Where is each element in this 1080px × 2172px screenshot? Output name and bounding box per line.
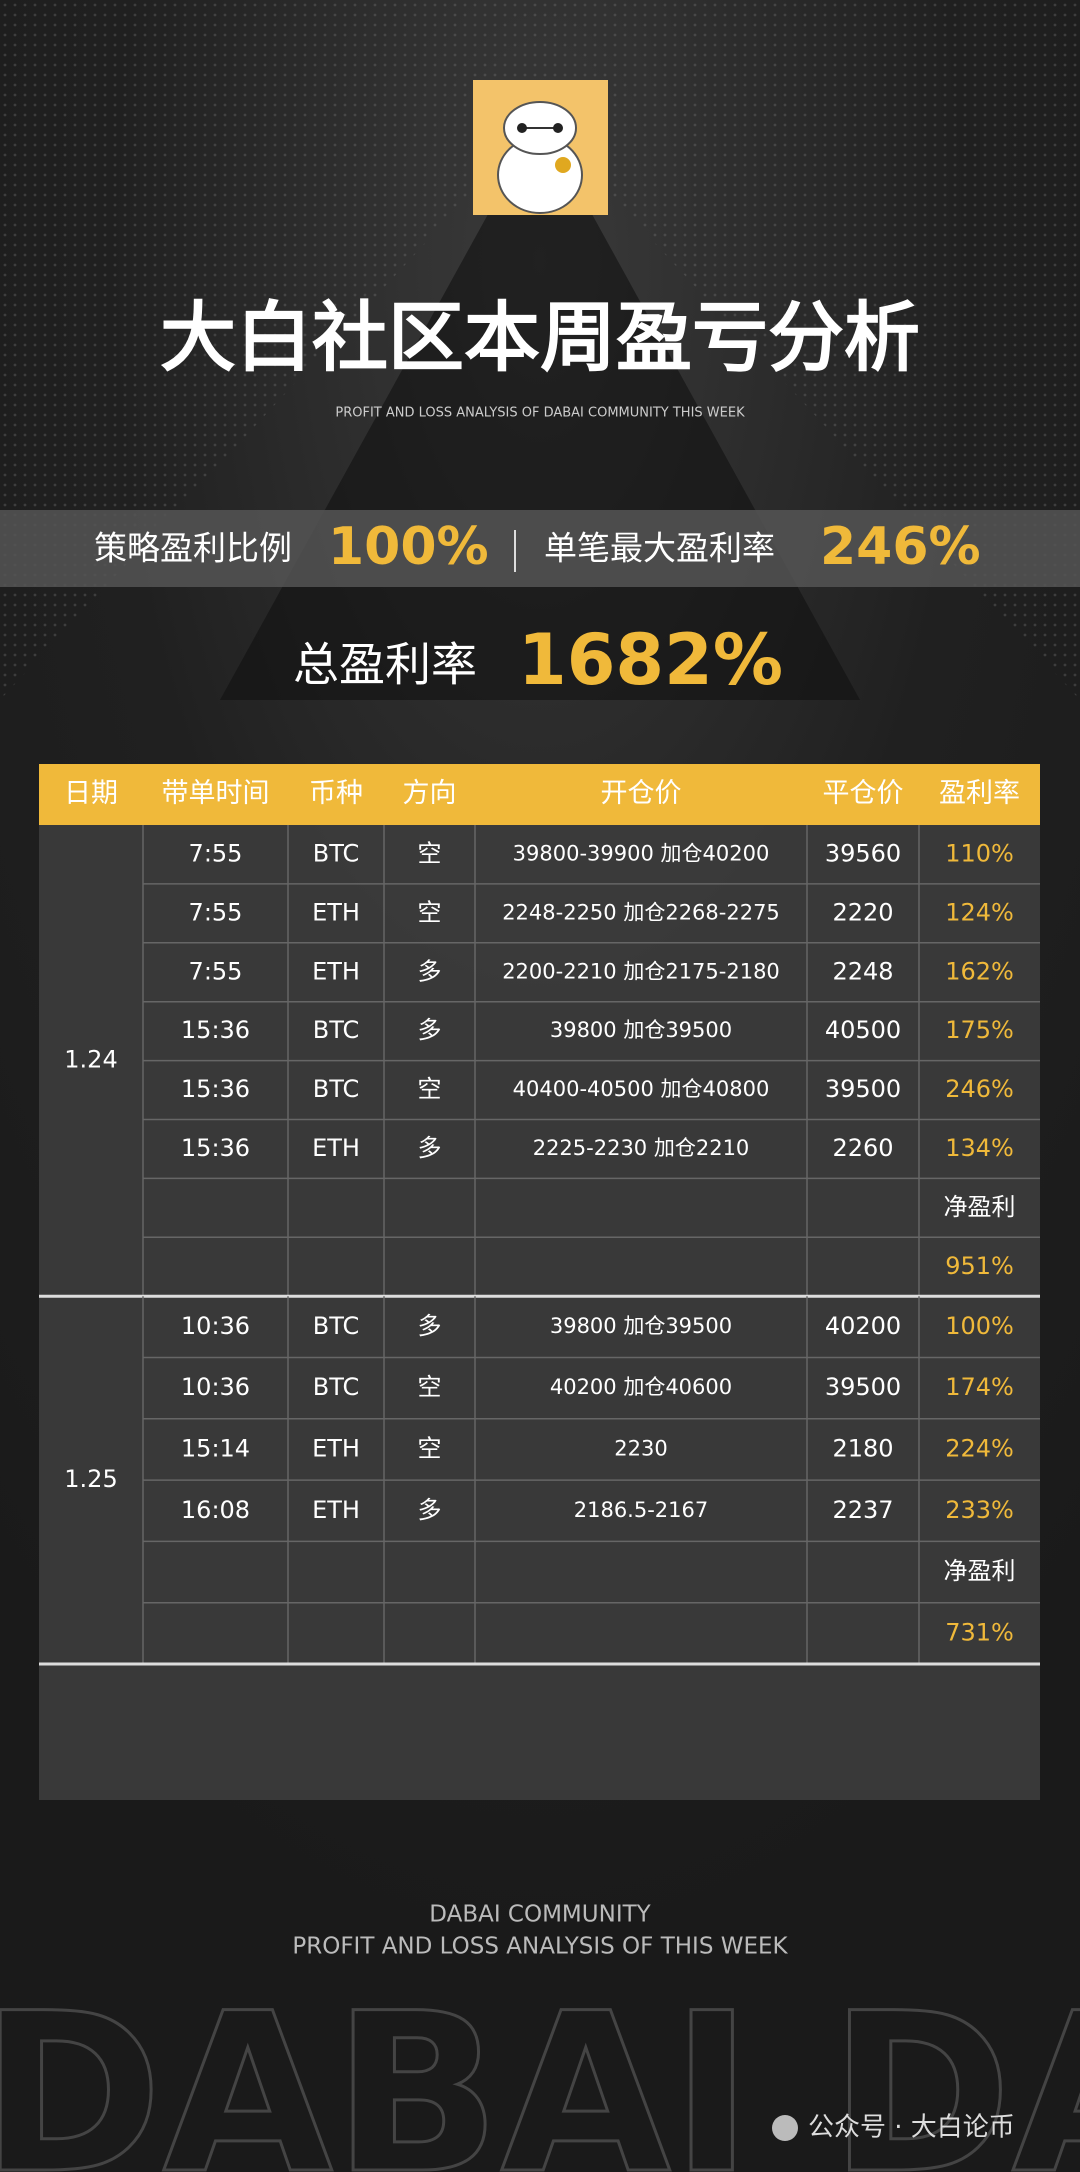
cell: 10:36 xyxy=(181,1312,250,1340)
column-header: 币种 xyxy=(309,778,363,809)
cell: 39800 加仓39500 xyxy=(550,1018,732,1042)
cell: 10:36 xyxy=(181,1373,250,1401)
cell: 40500 xyxy=(825,1016,901,1044)
total-value: 1682% xyxy=(518,619,783,701)
cell: ETH xyxy=(312,898,360,926)
cell: 162% xyxy=(945,957,1014,985)
total-label: 总盈利率 xyxy=(293,638,477,692)
cell: 15:36 xyxy=(181,1016,250,1044)
cell: BTC xyxy=(313,1075,359,1103)
cell: 2248 xyxy=(832,957,893,985)
cell: 2225-2230 加仓2210 xyxy=(533,1136,750,1160)
cell: 2186.5-2167 xyxy=(574,1498,709,1522)
column-header: 方向 xyxy=(403,778,457,809)
stat-label: 策略盈利比例 xyxy=(94,529,292,568)
title: 大白社区本周盈亏分析 xyxy=(160,293,920,382)
summary-value: 731% xyxy=(945,1618,1014,1646)
cell: 2220 xyxy=(832,898,893,926)
cell: 40400-40500 加仓40800 xyxy=(513,1077,770,1101)
table: 日期 带单时间 币种 方向 开仓价 平仓价 盈利率 1.24 7:55 BTC 空 39800-399… xyxy=(39,764,1040,1800)
cell: 40200 加仓40600 xyxy=(550,1375,732,1399)
cell: 100% xyxy=(945,1312,1014,1340)
cell: 多 xyxy=(418,1016,442,1044)
cell: 7:55 xyxy=(189,898,243,926)
cell: 2180 xyxy=(832,1434,893,1462)
cell: 2200-2210 加仓2175-2180 xyxy=(502,959,780,983)
cell: 2248-2250 加仓2268-2275 xyxy=(502,900,780,924)
cell: 174% xyxy=(945,1373,1014,1401)
column-header: 开仓价 xyxy=(601,778,682,809)
summary-label: 净盈利 xyxy=(944,1557,1016,1585)
cell: 2260 xyxy=(832,1134,893,1162)
cell: 40200 xyxy=(825,1312,901,1340)
cell: 多 xyxy=(418,1496,442,1524)
cell: 246% xyxy=(945,1075,1014,1103)
stat-label: 单笔最大盈利率 xyxy=(544,529,775,568)
cell: 39800 加仓39500 xyxy=(550,1314,732,1338)
cell: 39500 xyxy=(825,1373,901,1401)
cell: 15:36 xyxy=(181,1075,250,1103)
date-cell: 1.24 xyxy=(64,1046,117,1074)
cell: 175% xyxy=(945,1016,1014,1044)
column-header: 带单时间 xyxy=(162,778,270,809)
cell: BTC xyxy=(313,1016,359,1044)
cell: 空 xyxy=(418,898,442,926)
cell: 多 xyxy=(418,957,442,985)
dot-pattern xyxy=(0,0,1080,700)
summary-label: 净盈利 xyxy=(944,1193,1016,1221)
cell: 2230 xyxy=(614,1436,667,1460)
footer-line: DABAI COMMUNITY xyxy=(429,1902,651,1928)
subtitle: PROFIT AND LOSS ANALYSIS OF DABAI COMMUN… xyxy=(335,406,745,421)
cell: 空 xyxy=(418,1075,442,1103)
cell: 2237 xyxy=(832,1496,893,1524)
cell: 7:55 xyxy=(189,957,243,985)
wechat-icon xyxy=(772,2115,798,2141)
cell: ETH xyxy=(312,1134,360,1162)
cell: 空 xyxy=(418,839,442,867)
cell: 多 xyxy=(418,1134,442,1162)
account: 公众号 · 大白论币 xyxy=(808,2113,1015,2143)
cell: BTC xyxy=(313,839,359,867)
column-header: 盈利率 xyxy=(939,778,1020,809)
cell: ETH xyxy=(312,1434,360,1462)
watermark: DABAI DABAI xyxy=(0,1966,1080,2172)
cell: 134% xyxy=(945,1134,1014,1162)
cell: 124% xyxy=(945,898,1014,926)
stat-value: 100% xyxy=(328,517,489,577)
stats-band xyxy=(0,510,1080,587)
cell: 16:08 xyxy=(181,1496,250,1524)
column-header: 平仓价 xyxy=(823,778,904,809)
avatar xyxy=(473,80,608,215)
cell: 110% xyxy=(945,839,1014,867)
table-header xyxy=(39,764,1040,825)
date-cell: 1.25 xyxy=(64,1465,117,1493)
cell: 15:14 xyxy=(181,1434,250,1462)
cell: ETH xyxy=(312,957,360,985)
table-body xyxy=(39,825,1040,1800)
cell: 233% xyxy=(945,1496,1014,1524)
column-header: 日期 xyxy=(64,778,118,809)
cell: 224% xyxy=(945,1434,1014,1462)
cell: 39500 xyxy=(825,1075,901,1103)
cell: ETH xyxy=(312,1496,360,1524)
cell: 39800-39900 加仓40200 xyxy=(513,841,770,865)
footer-line: PROFIT AND LOSS ANALYSIS OF THIS WEEK xyxy=(292,1934,788,1960)
summary-value: 951% xyxy=(945,1252,1014,1280)
cell: BTC xyxy=(313,1373,359,1401)
cell: 多 xyxy=(418,1312,442,1340)
cell: 空 xyxy=(418,1373,442,1401)
cell: 7:55 xyxy=(189,839,243,867)
stat-value: 246% xyxy=(820,517,981,577)
cell: 15:36 xyxy=(181,1134,250,1162)
cell: 39560 xyxy=(825,839,901,867)
cell: BTC xyxy=(313,1312,359,1340)
cell: 空 xyxy=(418,1434,442,1462)
